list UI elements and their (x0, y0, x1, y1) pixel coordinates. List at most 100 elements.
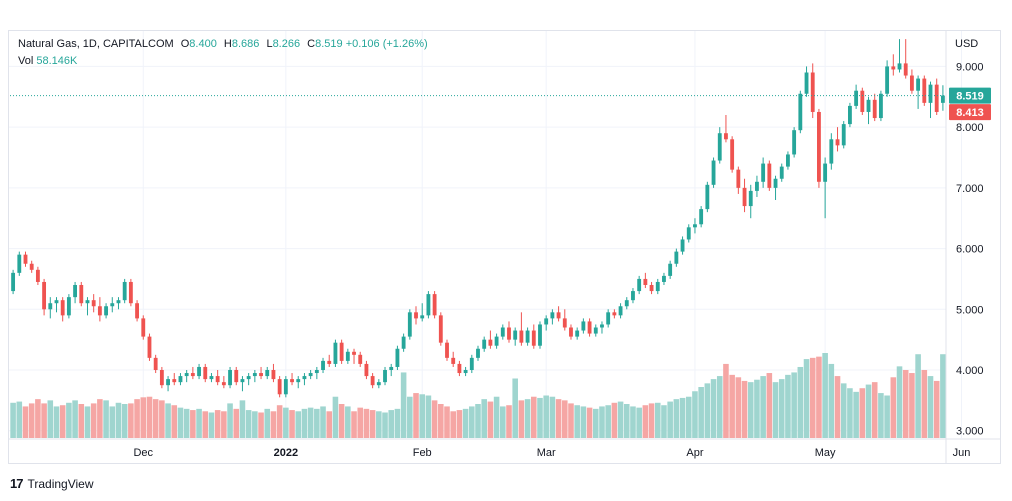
volume-bar (53, 406, 60, 438)
candle-body (829, 139, 834, 164)
volume-bar (233, 408, 240, 438)
candle-body (432, 294, 437, 316)
volume-bar (221, 411, 227, 438)
candle-body (544, 318, 549, 325)
open-label: O (180, 38, 190, 50)
currency-label: USD (955, 38, 978, 50)
volume-bar (617, 401, 624, 438)
volume-bar (270, 411, 277, 438)
candle-body (407, 312, 412, 337)
candle-body (395, 348, 400, 367)
candle-body (221, 382, 226, 386)
volume-bar (245, 410, 252, 438)
candle-body (847, 105, 852, 125)
volume-bar (152, 399, 159, 438)
volume-bar (692, 391, 698, 438)
volume-bar (685, 396, 692, 438)
volume-bar (202, 411, 209, 438)
volume-bar (407, 396, 413, 438)
tradingview-brand[interactable]: 17 TradingView (10, 476, 94, 491)
candle-body (48, 303, 53, 310)
volume-bar (351, 411, 357, 438)
volume-bar (630, 406, 636, 438)
volume-bar (506, 405, 512, 438)
volume-bar (35, 399, 41, 438)
candle-body (60, 300, 65, 316)
candle-body (810, 72, 815, 112)
volume-bar (679, 397, 686, 438)
candle-body (878, 93, 883, 119)
volume-bar (190, 410, 196, 438)
candle-body (246, 376, 251, 380)
candle-body (804, 72, 809, 94)
volume-bar (915, 354, 921, 438)
volume-bar (704, 383, 711, 438)
candle-body (556, 312, 561, 319)
y-tick-label: 7.000 (956, 183, 984, 195)
candle-body (705, 184, 710, 210)
candle-body (135, 303, 139, 319)
volume-bar (772, 382, 779, 438)
volume-bar (134, 399, 140, 438)
volume-bar (475, 404, 481, 438)
candle-body (215, 376, 220, 383)
overlay-layer: 8.519 8.413 (10, 87, 991, 121)
candle-body (866, 99, 871, 112)
volume-bar (902, 370, 909, 438)
candle-body (631, 291, 635, 301)
candle-body (569, 327, 573, 337)
price-chart[interactable]: 8.519 8.413 3.000 4.000 5.000 6.000 7.000 8.00… (0, 0, 1012, 470)
volume-bar (10, 402, 16, 438)
candle-body (612, 312, 617, 316)
candle-body (308, 373, 313, 377)
candle-body (35, 269, 40, 282)
volume-bar (438, 404, 444, 438)
volume-bar (766, 373, 773, 438)
candle-body (730, 139, 735, 170)
candle-body (66, 297, 71, 316)
volume-bar (754, 379, 760, 438)
volume-bar (822, 353, 828, 438)
candle-layer (11, 39, 945, 398)
prev-close-badge (949, 104, 991, 121)
volume-bar (450, 411, 456, 438)
candle-body (283, 379, 288, 395)
candle-body (296, 379, 301, 383)
volume-bar (481, 399, 487, 438)
low-label: L (266, 38, 273, 50)
volume-bar (760, 376, 766, 438)
candle-body (29, 263, 34, 270)
candle-body (792, 130, 797, 155)
volume-bar (345, 406, 351, 438)
volume-bar (741, 380, 748, 438)
volume-bar (927, 376, 934, 438)
volume-bar (723, 363, 729, 438)
volume-bar (599, 406, 605, 438)
volume-bar (568, 403, 574, 438)
volume-bar (716, 376, 723, 438)
volume-bar (586, 407, 593, 438)
current-price-badge (949, 87, 991, 104)
candle-body (314, 370, 319, 374)
volume-bar (865, 384, 872, 438)
volume-bar (332, 396, 339, 438)
candle-body (903, 63, 908, 76)
candle-body (841, 124, 846, 146)
candle-body (91, 300, 96, 307)
x-tick-label: Dec (133, 447, 153, 459)
volume-bar (859, 388, 866, 438)
candle-body (916, 78, 921, 91)
candle-body (798, 93, 803, 131)
candle-body (686, 227, 691, 240)
volume-bar (840, 383, 847, 438)
volume-bar (84, 406, 91, 438)
close-label: C (307, 38, 316, 50)
candle-body (606, 312, 611, 325)
symbol-title: Natural Gas, 1D, CAPITALCOM (18, 38, 174, 50)
candle-body (587, 321, 592, 334)
candle-body (97, 306, 102, 316)
candle-body (854, 90, 859, 106)
volume-bar (648, 403, 655, 438)
candle-body (463, 370, 468, 374)
candle-body (401, 336, 406, 349)
